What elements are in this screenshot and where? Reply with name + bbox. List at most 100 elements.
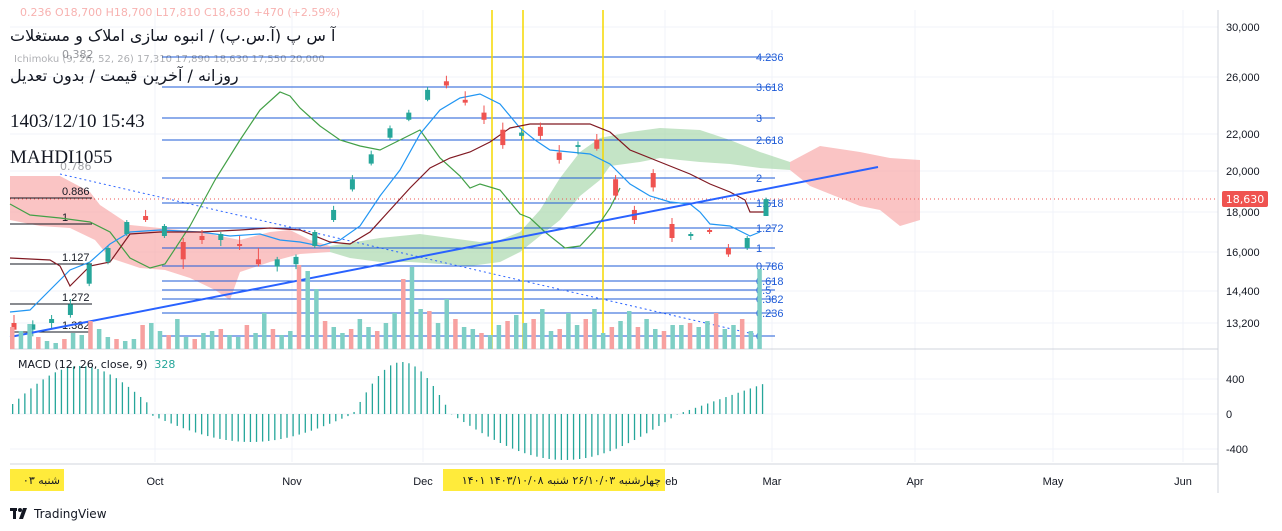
candle-body[interactable] [180, 242, 186, 260]
candle-body[interactable] [143, 216, 149, 220]
volume-bar [453, 319, 458, 349]
fib-level-label: 0.382 [756, 294, 784, 306]
candle-body[interactable] [105, 248, 111, 262]
volume-bar [487, 335, 493, 349]
macd-bar [536, 414, 538, 457]
macd-bar [30, 388, 32, 414]
volume-bar [566, 313, 571, 349]
tradingview-brand[interactable]: TradingView [10, 507, 107, 521]
volume-bar [661, 331, 667, 349]
candle-body[interactable] [49, 319, 55, 323]
price-axis-labels[interactable]: 30,000 26,000 22,000 20,000 18,000 16,000 14,4… [1226, 22, 1260, 330]
candle-body[interactable] [725, 248, 731, 255]
fib-level-label: 3 [756, 113, 762, 125]
dashed-trendline[interactable] [59, 173, 763, 337]
fib-extension-lines[interactable] [162, 56, 775, 337]
candle-body[interactable] [30, 324, 36, 330]
volume-bar [244, 325, 250, 349]
macd-bar [579, 414, 581, 459]
macd-bar [176, 414, 178, 426]
volume-bar [409, 267, 415, 349]
volume-bar [522, 323, 528, 349]
macd-bar [481, 414, 483, 434]
candle-body[interactable] [368, 154, 374, 164]
candle-body[interactable] [349, 179, 355, 190]
time-label: Apr [906, 476, 923, 488]
candle-body[interactable] [11, 323, 17, 330]
time-axis-labels[interactable]: Oct Nov Dec Feb Mar Apr May Jun [146, 476, 1191, 488]
candle-body[interactable] [669, 224, 675, 238]
macd-bar [518, 414, 520, 452]
volume-bar [618, 321, 623, 349]
candle-body[interactable] [500, 129, 506, 146]
macd-bar [347, 414, 349, 417]
candle-body[interactable] [387, 128, 393, 138]
candle-body[interactable] [594, 139, 600, 149]
macd-bar [719, 399, 721, 414]
candle-body[interactable] [688, 234, 694, 236]
volume-bar [505, 321, 510, 349]
tenkan-sen-line [9, 93, 761, 313]
candle-body[interactable] [763, 199, 769, 216]
candle-body[interactable] [255, 259, 261, 265]
candle-body[interactable] [707, 230, 713, 232]
volume-bar [427, 311, 432, 349]
candle-body[interactable] [293, 256, 299, 265]
candlestick-series[interactable] [11, 75, 769, 337]
macd-bar [164, 414, 166, 421]
candle-body[interactable] [744, 238, 750, 248]
volume-bar [392, 313, 397, 349]
fib-level-label: 0.786 [756, 261, 784, 273]
volume-bar [288, 331, 293, 349]
price-label: 30,000 [1226, 22, 1260, 34]
candle-body[interactable] [575, 145, 581, 147]
price-label: 13,200 [1226, 318, 1260, 330]
macd-bar [298, 414, 300, 435]
macd-bar [237, 414, 239, 442]
macd-bar [505, 414, 508, 446]
candle-body[interactable] [124, 222, 130, 234]
macd-bar [402, 362, 404, 414]
candle-body[interactable] [331, 209, 337, 220]
volume-bar [496, 325, 502, 349]
bullish-trendline[interactable] [9, 166, 879, 338]
candle-body[interactable] [425, 89, 431, 100]
macd-legend[interactable]: MACD (12, 26, close, 9) 328 [18, 358, 175, 371]
macd-axis-labels: 400 0 -400 [1226, 374, 1248, 456]
vertical-highlight-lines[interactable] [491, 10, 604, 349]
volume-bar [209, 331, 215, 349]
price-label: 22,000 [1226, 129, 1260, 141]
candle-body[interactable] [462, 99, 468, 103]
macd-bar [688, 409, 691, 414]
candle-body[interactable] [481, 112, 487, 120]
macd-bar [396, 362, 398, 414]
candle-body[interactable] [218, 234, 224, 240]
macd-bar [359, 401, 361, 414]
candle-body[interactable] [519, 132, 525, 136]
volume-bar [687, 323, 693, 349]
fib-level-label: 4.236 [756, 52, 784, 64]
candle-body[interactable] [443, 81, 449, 86]
candle-body[interactable] [556, 152, 562, 160]
macd-bar [182, 414, 185, 429]
macd-bar [97, 368, 99, 414]
macd-bar [609, 414, 611, 452]
macd-axis-label: 0 [1226, 409, 1232, 421]
candle-body[interactable] [406, 112, 412, 120]
cloud-bullish [330, 128, 790, 266]
volume-bar [635, 327, 641, 349]
candle-body[interactable] [613, 179, 619, 196]
volume-bar [183, 337, 189, 349]
candle-body[interactable] [274, 259, 280, 267]
macd-bar [432, 385, 434, 414]
candle-body[interactable] [650, 173, 656, 188]
candle-body[interactable] [199, 236, 205, 240]
candle-body[interactable] [86, 264, 92, 284]
candle-body[interactable] [161, 226, 167, 236]
candle-body[interactable] [312, 232, 318, 246]
candle-body[interactable] [67, 304, 73, 315]
candle-body[interactable] [237, 244, 243, 246]
candle-body[interactable] [537, 126, 543, 136]
